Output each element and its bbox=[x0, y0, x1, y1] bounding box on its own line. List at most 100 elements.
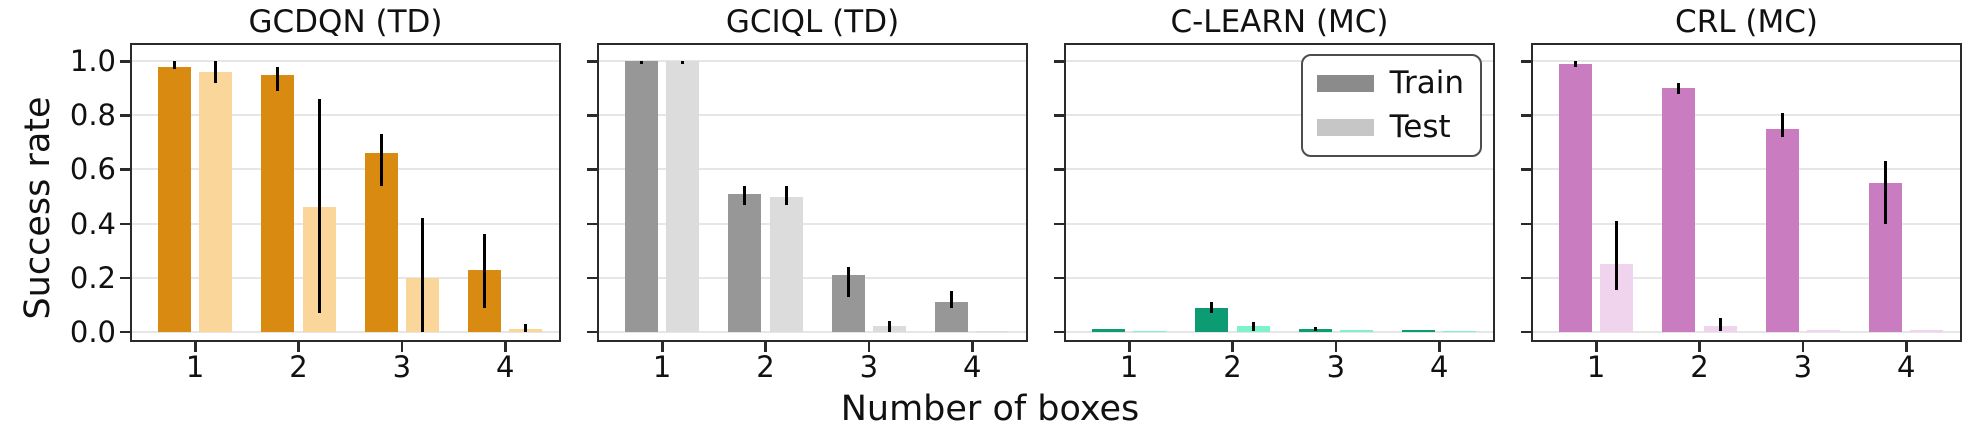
x-tick-label: 4 bbox=[496, 350, 515, 384]
y-tick-mark bbox=[587, 114, 597, 117]
panel-title: GCIQL (TD) bbox=[725, 4, 900, 40]
x-tick-label: 2 bbox=[756, 350, 775, 384]
error-bar-test-x2 bbox=[317, 99, 321, 313]
y-tick-label: 0.2 bbox=[69, 260, 116, 295]
bar-test-x3 bbox=[1806, 330, 1841, 332]
x-tick-mark bbox=[1698, 342, 1701, 352]
gridline bbox=[1066, 330, 1493, 333]
x-tick-label: 3 bbox=[1326, 350, 1346, 384]
x-axis-label: Number of boxes bbox=[840, 389, 1140, 429]
y-tick-mark bbox=[120, 114, 130, 117]
bar-train-x1 bbox=[1558, 63, 1592, 332]
y-tick-mark bbox=[1054, 276, 1064, 280]
error-bar-train-x4 bbox=[483, 234, 487, 308]
x-tick-label: 1 bbox=[652, 350, 672, 384]
y-tick-mark bbox=[120, 222, 130, 226]
y-tick-mark bbox=[587, 168, 597, 171]
x-tick-label: 4 bbox=[963, 350, 982, 384]
chart-panel-gcdqn-td: GCDQN (TD) 0.0 0.2 0.4 0.6 0.8 1.0 1 2 3 4 bbox=[70, 4, 561, 384]
gridline bbox=[132, 168, 559, 171]
bar-test-x1 bbox=[199, 72, 233, 332]
chart-panel-c-learn-mc: C-LEARN (MC) 1 2 3 4 Train Test bbox=[1054, 4, 1495, 384]
y-tick-label: 0.6 bbox=[69, 152, 116, 187]
error-bar-test-x2 bbox=[784, 185, 788, 205]
bar-test-x1 bbox=[1133, 330, 1167, 332]
x-tick-label: 1 bbox=[1119, 350, 1139, 384]
y-tick-label: 1.0 bbox=[69, 44, 116, 79]
y-tick-mark bbox=[587, 222, 597, 226]
gridline bbox=[1066, 168, 1493, 171]
legend-row-test: Test bbox=[1316, 112, 1464, 143]
error-bar-test-x1 bbox=[1615, 220, 1619, 290]
gridline bbox=[1533, 222, 1960, 225]
y-tick-mark bbox=[587, 276, 597, 280]
x-tick-label: 2 bbox=[1223, 350, 1242, 384]
legend-swatch-test bbox=[1316, 119, 1374, 136]
gridline bbox=[1066, 222, 1493, 225]
x-tick-mark bbox=[1231, 342, 1234, 352]
bar-test-x4 bbox=[1443, 330, 1477, 332]
error-bar-test-x1 bbox=[681, 61, 685, 64]
y-tick-label: 0.0 bbox=[69, 314, 116, 349]
gridline bbox=[599, 276, 1026, 279]
x-tick-mark bbox=[1801, 342, 1805, 352]
y-tick-mark bbox=[1054, 168, 1064, 171]
y-tick-mark bbox=[1521, 330, 1531, 334]
y-tick-mark bbox=[1521, 168, 1531, 171]
x-tick-mark bbox=[1595, 342, 1598, 352]
error-bar-train-x2 bbox=[1677, 82, 1681, 94]
x-tick-mark bbox=[1905, 342, 1908, 352]
gridline bbox=[599, 330, 1026, 333]
gridline bbox=[1533, 168, 1960, 171]
chart-panel-crl-mc: CRL (MC) 1 2 3 4 bbox=[1521, 4, 1962, 384]
x-tick-mark bbox=[1438, 342, 1441, 352]
gridline bbox=[1066, 276, 1493, 279]
error-bar-test-x3 bbox=[888, 321, 892, 332]
gridline bbox=[1533, 114, 1960, 117]
y-tick-mark bbox=[1054, 114, 1064, 117]
legend-row-train: Train bbox=[1316, 68, 1464, 99]
y-tick-mark bbox=[1521, 276, 1531, 280]
error-bar-train-x3 bbox=[1780, 112, 1784, 137]
y-tick-mark bbox=[1521, 222, 1531, 226]
bar-test-x2 bbox=[769, 196, 803, 332]
bar-test-x4 bbox=[1910, 330, 1944, 332]
y-tick-label: 0.8 bbox=[69, 98, 116, 133]
bar-test-x3 bbox=[1339, 330, 1374, 332]
gridline bbox=[599, 60, 1026, 63]
error-bar-test-x2 bbox=[1718, 318, 1722, 331]
y-tick-mark bbox=[120, 276, 130, 280]
x-tick-mark bbox=[194, 342, 197, 352]
bar-test-x1 bbox=[666, 61, 700, 332]
y-tick-label: 0.4 bbox=[69, 206, 116, 241]
error-bar-test-x2 bbox=[1251, 322, 1255, 331]
bar-train-x3 bbox=[1765, 128, 1799, 332]
y-tick-mark bbox=[1521, 60, 1531, 63]
error-bar-test-x1 bbox=[214, 61, 218, 83]
gridline bbox=[132, 60, 559, 63]
x-tick-mark bbox=[1334, 342, 1338, 352]
gridline bbox=[1533, 276, 1960, 279]
bar-train-x4 bbox=[1402, 329, 1436, 332]
x-tick-mark bbox=[400, 342, 404, 352]
error-bar-train-x4 bbox=[1884, 161, 1888, 224]
x-tick-label: 3 bbox=[859, 350, 879, 384]
y-tick-mark bbox=[1054, 60, 1064, 63]
legend: Train Test bbox=[1300, 54, 1482, 157]
y-tick-mark bbox=[587, 60, 597, 63]
error-bar-train-x1 bbox=[1573, 61, 1577, 67]
y-tick-mark bbox=[1054, 222, 1064, 226]
error-bar-train-x3 bbox=[1313, 327, 1317, 331]
y-tick-mark bbox=[587, 330, 597, 334]
gridline bbox=[1066, 114, 1493, 117]
x-tick-label: 2 bbox=[1690, 350, 1709, 384]
x-tick-mark bbox=[971, 342, 974, 352]
gridline bbox=[132, 222, 559, 225]
x-tick-mark bbox=[504, 342, 507, 352]
chart-panel-gciql-td: GCIQL (TD) 1 2 3 4 bbox=[587, 4, 1028, 384]
error-bar-test-x3 bbox=[421, 218, 425, 332]
error-bar-train-x1 bbox=[172, 61, 176, 70]
gridline bbox=[132, 114, 559, 117]
y-tick-mark bbox=[1054, 330, 1064, 334]
